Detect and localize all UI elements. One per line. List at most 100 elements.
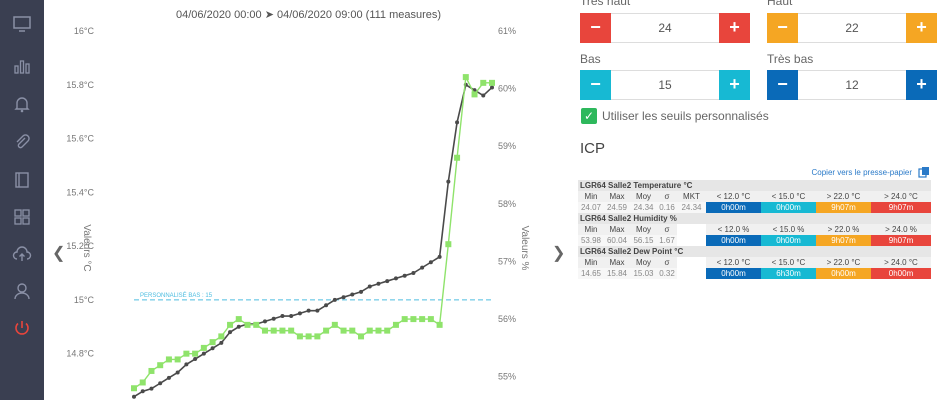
bell-icon[interactable] bbox=[12, 94, 32, 114]
icp-value-cell bbox=[677, 235, 706, 246]
grid-icon[interactable] bbox=[12, 207, 32, 227]
humidity-point bbox=[131, 385, 137, 392]
haut-value[interactable]: 22 bbox=[845, 21, 859, 35]
icp-value-row: 53.98 60.04 56.15 1.67 0h00m 0h00m 9h07m 9h07m bbox=[578, 235, 931, 246]
next-period-arrow-icon[interactable]: ❯ bbox=[552, 245, 566, 262]
icp-header-cell: > 22.0 % bbox=[816, 224, 871, 235]
left-axis-tick-label: 15.2°C bbox=[66, 241, 94, 251]
temperature-point bbox=[376, 281, 381, 286]
icp-value-cell: 0h00m bbox=[706, 202, 761, 213]
bas-value[interactable]: 15 bbox=[658, 78, 672, 92]
humidity-point bbox=[489, 79, 495, 86]
temperature-point bbox=[315, 308, 320, 313]
haut-plus-button[interactable]: + bbox=[906, 13, 937, 43]
temperature-point bbox=[166, 375, 171, 380]
bas-minus-button[interactable]: − bbox=[580, 70, 611, 100]
bas-stepper[interactable]: − 15 + bbox=[580, 70, 750, 100]
icp-header-cell: Moy bbox=[630, 224, 657, 235]
humidity-point bbox=[165, 356, 172, 363]
left-axis-ticks: 16°C 15.8°C 15.6°C 15.4°C 15.2°C 15°C 14.8°C bbox=[66, 26, 94, 359]
humidity-point bbox=[305, 333, 312, 340]
bas-plus-button[interactable]: + bbox=[719, 70, 750, 100]
icp-value-cell: 14.65 bbox=[578, 268, 604, 279]
humidity-point bbox=[340, 327, 347, 334]
temperature-point bbox=[324, 303, 329, 308]
temperature-point bbox=[193, 357, 198, 362]
icp-value-cell bbox=[677, 268, 706, 279]
icp-header-cell bbox=[677, 224, 706, 235]
temperature-point bbox=[254, 322, 259, 327]
icp-value-cell: 0.16 bbox=[657, 202, 677, 213]
haut-minus-button[interactable]: − bbox=[767, 13, 798, 43]
icp-section-title-row: LGR64 Salle2 Humidity % bbox=[578, 213, 931, 224]
haut-stepper[interactable]: − 22 + bbox=[767, 13, 937, 43]
temperature-point bbox=[228, 330, 233, 335]
clipboard-icon[interactable] bbox=[918, 165, 930, 178]
icp-value-cell: 0h00m bbox=[761, 235, 816, 246]
tres-haut-plus-button[interactable]: + bbox=[719, 13, 750, 43]
tres-haut-label: Très haut bbox=[580, 0, 631, 8]
right-axis-tick-label: 58% bbox=[498, 199, 516, 209]
book-icon[interactable] bbox=[12, 170, 32, 190]
tres-bas-minus-button[interactable]: − bbox=[767, 70, 798, 100]
humidity-point bbox=[323, 327, 330, 334]
icp-value-cell: 9h07m bbox=[871, 202, 931, 213]
icp-header-cell: < 12.0 °C bbox=[706, 257, 761, 268]
temperature-point bbox=[158, 381, 163, 386]
monitor-icon[interactable] bbox=[12, 14, 32, 34]
user-icon[interactable] bbox=[12, 281, 32, 301]
icp-header-cell: Min bbox=[578, 224, 604, 235]
tres-bas-plus-button[interactable]: + bbox=[906, 70, 937, 100]
temperature-point bbox=[463, 82, 468, 87]
humidity-point bbox=[454, 154, 461, 161]
humidity-point bbox=[183, 350, 190, 357]
temperature-point bbox=[385, 279, 390, 284]
temperature-point bbox=[297, 311, 302, 316]
chart-panel: 04/06/2020 00:00 ➤ 04/06/2020 09:00 (111… bbox=[44, 0, 570, 400]
temperature-point bbox=[184, 362, 189, 367]
humidity-point bbox=[436, 321, 443, 328]
humidity-point bbox=[244, 321, 251, 328]
icp-header-cell: Moy bbox=[630, 191, 657, 202]
temperature-point bbox=[428, 260, 433, 265]
icp-header-cell: σ bbox=[657, 257, 677, 268]
temperature-point bbox=[332, 297, 337, 302]
series-layer bbox=[131, 74, 495, 399]
icp-header-cell: > 22.0 °C bbox=[816, 191, 871, 202]
humidity-point bbox=[261, 327, 268, 334]
humidity-point bbox=[227, 321, 234, 328]
bar-chart-icon[interactable] bbox=[12, 56, 32, 76]
tres-haut-minus-button[interactable]: − bbox=[580, 13, 611, 43]
icp-value-cell: 15.03 bbox=[630, 268, 657, 279]
icp-value-cell: 15.84 bbox=[604, 268, 630, 279]
temperature-point bbox=[175, 370, 180, 375]
use-custom-thresholds-label[interactable]: Utiliser les seuils personnalisés bbox=[602, 109, 769, 123]
right-axis-label: Valeurs % bbox=[519, 226, 530, 271]
icp-value-cell: 60.04 bbox=[604, 235, 630, 246]
humidity-point bbox=[401, 316, 408, 323]
temperature-point bbox=[289, 314, 294, 319]
icp-header-cell: Moy bbox=[630, 257, 657, 268]
right-axis-tick-label: 60% bbox=[498, 84, 516, 94]
humidity-point bbox=[279, 327, 286, 334]
tres-haut-value[interactable]: 24 bbox=[658, 21, 672, 35]
copy-to-clipboard-link[interactable]: Copier vers le presse-papier bbox=[811, 168, 913, 177]
paperclip-icon[interactable] bbox=[12, 132, 32, 152]
temperature-point bbox=[219, 340, 224, 345]
previous-period-arrow-icon[interactable]: ❮ bbox=[52, 245, 66, 262]
icp-header-cell bbox=[677, 257, 706, 268]
humidity-point bbox=[331, 321, 338, 328]
power-icon[interactable] bbox=[12, 318, 32, 338]
tres-bas-stepper[interactable]: − 12 + bbox=[767, 70, 937, 100]
icp-value-cell: 9h07m bbox=[871, 235, 931, 246]
temperature-point bbox=[359, 289, 364, 294]
use-custom-thresholds-checkbox[interactable]: ✓ bbox=[581, 108, 597, 124]
temperature-point bbox=[393, 276, 398, 281]
tres-haut-stepper[interactable]: − 24 + bbox=[580, 13, 750, 43]
sidebar bbox=[0, 0, 44, 400]
humidity-point bbox=[270, 327, 277, 334]
tres-bas-value[interactable]: 12 bbox=[845, 78, 859, 92]
icp-header-row: Min Max Moy σ < 12.0 °C < 15.0 °C > 22.0 °C > 2… bbox=[578, 257, 931, 268]
humidity-point bbox=[296, 333, 303, 340]
cloud-upload-icon[interactable] bbox=[12, 244, 32, 264]
